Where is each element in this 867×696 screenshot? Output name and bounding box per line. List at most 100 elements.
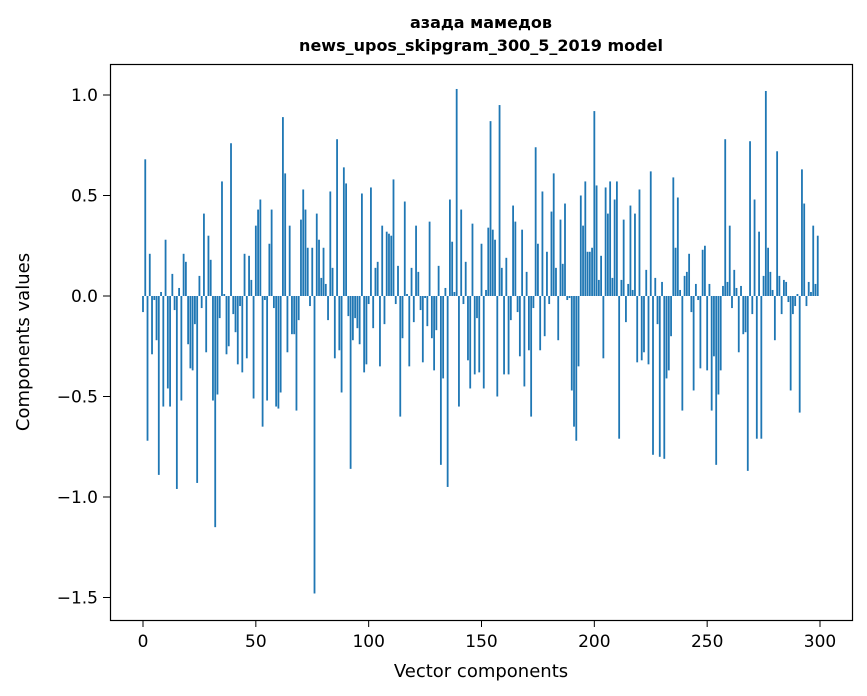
bar-component-132 bbox=[439, 296, 442, 465]
bar-component-233 bbox=[667, 296, 670, 371]
bar-component-131 bbox=[437, 265, 440, 296]
bar-component-0 bbox=[142, 296, 144, 313]
bar-component-4 bbox=[151, 296, 153, 355]
bar-component-66 bbox=[291, 296, 293, 335]
y-tick-label: 0.5 bbox=[71, 187, 98, 207]
bar-component-57 bbox=[270, 209, 273, 296]
bar-component-258 bbox=[724, 139, 727, 296]
bar-component-83 bbox=[329, 191, 332, 296]
bar-component-78 bbox=[318, 239, 320, 296]
bar-component-295 bbox=[807, 281, 810, 296]
bar-component-107 bbox=[383, 296, 386, 325]
bar-component-298 bbox=[814, 283, 817, 296]
bar-component-216 bbox=[629, 205, 632, 296]
bar-component-105 bbox=[379, 296, 381, 367]
bar-component-282 bbox=[778, 275, 781, 296]
bar-component-159 bbox=[500, 267, 503, 296]
bar-component-206 bbox=[606, 213, 609, 296]
bar-component-127 bbox=[428, 221, 431, 296]
bar-component-245 bbox=[694, 283, 697, 296]
bar-component-68 bbox=[295, 296, 298, 411]
bar-component-278 bbox=[769, 271, 772, 296]
bar-component-50 bbox=[254, 225, 257, 296]
bar-component-49 bbox=[252, 296, 255, 399]
bar-component-71 bbox=[302, 189, 305, 296]
bar-component-276 bbox=[764, 90, 767, 296]
bar-component-248 bbox=[701, 249, 704, 296]
bar-component-3 bbox=[148, 253, 151, 296]
bar-component-34 bbox=[218, 296, 221, 319]
bar-component-114 bbox=[399, 296, 402, 417]
bar-component-101 bbox=[370, 187, 372, 296]
bar-component-74 bbox=[309, 296, 311, 307]
bar-component-291 bbox=[798, 296, 801, 413]
x-axis-ticks: 0 50 100 150 200 250 300 bbox=[138, 620, 836, 652]
y-tick-label: −1.5 bbox=[57, 589, 98, 609]
bar-component-30 bbox=[209, 259, 212, 296]
bar-component-265 bbox=[740, 285, 742, 296]
bar-component-212 bbox=[620, 279, 623, 296]
bar-component-42 bbox=[236, 296, 239, 365]
bar-component-163 bbox=[509, 296, 512, 321]
bar-component-200 bbox=[593, 111, 596, 296]
bar-component-116 bbox=[403, 201, 406, 296]
bar-component-170 bbox=[525, 271, 528, 296]
bar-component-199 bbox=[591, 247, 593, 296]
bar-component-288 bbox=[792, 296, 794, 315]
bar-component-272 bbox=[755, 296, 758, 439]
bar-component-108 bbox=[385, 231, 388, 296]
bar-component-60 bbox=[277, 296, 280, 409]
bar-component-156 bbox=[494, 239, 496, 296]
bar-component-125 bbox=[424, 296, 426, 299]
bar-component-221 bbox=[640, 296, 643, 361]
bar-component-176 bbox=[539, 296, 542, 351]
bar-component-26 bbox=[200, 296, 203, 309]
bar-component-284 bbox=[782, 279, 785, 296]
bar-component-141 bbox=[460, 209, 463, 296]
bar-component-76 bbox=[313, 296, 316, 594]
bar-component-97 bbox=[360, 193, 363, 296]
bar-component-294 bbox=[805, 296, 808, 307]
bar-component-192 bbox=[575, 296, 578, 441]
bar-component-219 bbox=[636, 296, 639, 363]
bar-component-70 bbox=[300, 219, 302, 296]
bar-component-39 bbox=[230, 143, 232, 296]
bar-component-203 bbox=[600, 255, 603, 296]
bar-component-161 bbox=[505, 257, 508, 296]
bar-component-247 bbox=[699, 296, 702, 369]
x-tick-label: 250 bbox=[691, 632, 723, 652]
bar-component-128 bbox=[430, 296, 433, 339]
bar-component-213 bbox=[622, 219, 625, 296]
bar-component-111 bbox=[392, 179, 395, 296]
bar-component-37 bbox=[225, 296, 228, 355]
bar-component-124 bbox=[421, 296, 424, 363]
bar-component-22 bbox=[191, 296, 194, 371]
bar-component-53 bbox=[261, 296, 264, 427]
bar-component-270 bbox=[751, 296, 754, 315]
bar-component-147 bbox=[473, 296, 476, 375]
bar-component-96 bbox=[358, 296, 361, 345]
bar-component-150 bbox=[480, 243, 483, 296]
bar-component-142 bbox=[462, 296, 465, 305]
bar-component-267 bbox=[744, 296, 747, 333]
bar-component-285 bbox=[785, 281, 788, 296]
bar-component-31 bbox=[212, 296, 214, 401]
y-axis-label: Components values bbox=[13, 253, 34, 431]
bar-component-9 bbox=[162, 296, 165, 407]
bar-component-152 bbox=[485, 289, 487, 296]
bar-component-281 bbox=[776, 151, 779, 296]
bar-component-209 bbox=[613, 199, 616, 296]
bar-component-238 bbox=[679, 289, 681, 296]
bar-component-62 bbox=[282, 117, 284, 296]
bar-component-139 bbox=[455, 88, 458, 296]
x-tick-label: 200 bbox=[578, 632, 610, 652]
bar-component-119 bbox=[410, 267, 413, 296]
bar-component-92 bbox=[349, 296, 352, 469]
bar-component-69 bbox=[297, 296, 300, 321]
bar-component-112 bbox=[394, 296, 397, 305]
bar-component-232 bbox=[665, 296, 668, 379]
bar-component-82 bbox=[327, 296, 329, 321]
bar-component-28 bbox=[205, 296, 208, 353]
bar-component-165 bbox=[514, 221, 517, 296]
